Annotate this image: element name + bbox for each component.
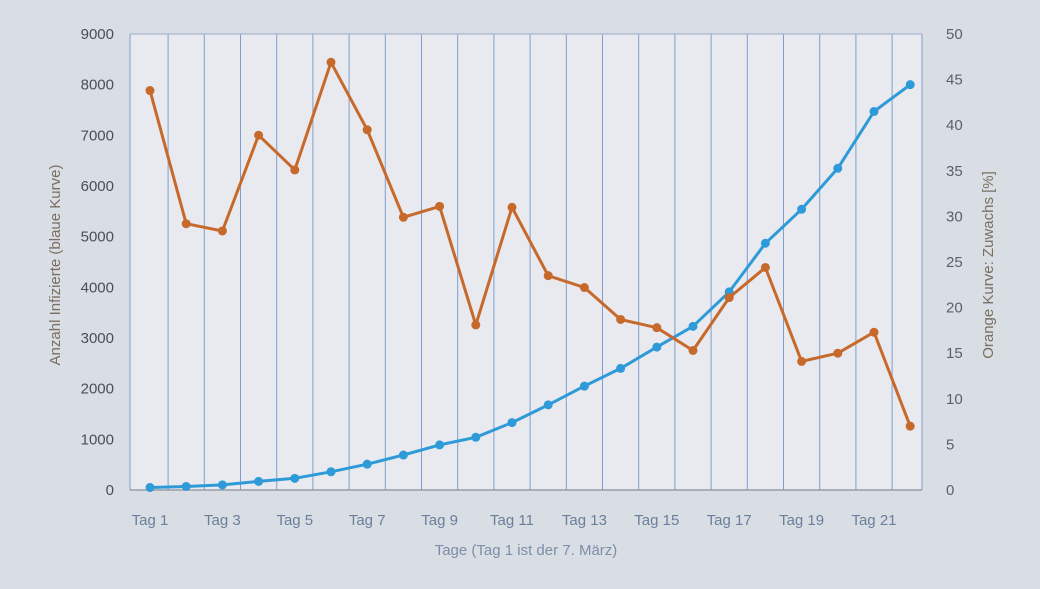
data-point-right [326,57,336,67]
x-tick-label: Tag 1 [132,512,169,529]
y2-tick-label: 15 [946,345,963,362]
y2-axis-title: Orange Kurve: Zuwachs [%] [980,171,997,359]
data-point-left [797,204,807,214]
x-tick-label: Tag 13 [562,512,607,529]
data-point-left [254,476,264,486]
data-point-right [652,323,662,333]
data-point-right [616,314,626,324]
data-point-left [290,473,300,483]
data-point-right [905,421,915,431]
x-tick-label: Tag 3 [204,512,241,529]
y2-tick-label: 50 [946,26,963,43]
data-point-right [507,202,517,212]
y2-axis-ticks: 0 5 10 15 20 25 30 35 40 45 50 [946,26,963,499]
data-point-right [869,327,879,337]
data-point-left [326,467,336,477]
y-tick-label: 2000 [81,381,114,398]
y-tick-label: 9000 [81,26,114,43]
data-point-left [905,80,915,90]
y-tick-label: 4000 [81,279,114,296]
y-tick-label: 5000 [81,229,114,246]
data-point-left [398,450,408,460]
data-point-right [181,219,191,229]
y-tick-label: 0 [106,482,114,499]
y2-tick-label: 20 [946,300,963,317]
x-axis-ticks: Tag 1 Tag 3 Tag 5 Tag 7 Tag 9 Tag 11 Tag 13 Tag… [132,512,897,529]
data-point-right [760,262,770,272]
y2-tick-label: 0 [946,482,954,499]
x-tick-label: Tag 21 [851,512,896,529]
data-point-right [797,356,807,366]
x-tick-label: Tag 5 [276,512,313,529]
data-point-left [217,480,227,490]
series-group [145,57,915,492]
data-point-left [652,342,662,352]
data-point-left [181,481,191,491]
x-tick-label: Tag 11 [490,512,534,529]
data-point-right [290,165,300,175]
y2-tick-label: 5 [946,436,954,453]
data-point-left [435,440,445,450]
x-tick-label: Tag 19 [779,512,824,529]
data-point-left [543,400,553,410]
data-point-left [833,163,843,173]
data-point-left [507,418,517,428]
y2-tick-label: 35 [946,163,963,180]
data-point-right [724,293,734,303]
data-point-right [217,226,227,236]
data-point-left [616,363,626,373]
data-point-left [145,482,155,492]
data-point-left [869,107,879,117]
x-tick-label: Tag 9 [421,512,458,529]
y-tick-label: 8000 [81,77,114,94]
y2-tick-label: 45 [946,72,963,89]
data-point-right [833,348,843,358]
y-axis-title: Anzahl Infizierte (blaue Kurve) [47,165,64,366]
y2-tick-label: 40 [946,117,963,134]
data-point-right [543,271,553,281]
plot-area [130,34,922,490]
y2-tick-label: 30 [946,208,963,225]
data-point-right [471,320,481,330]
y-tick-label: 1000 [81,431,114,448]
y2-tick-label: 10 [946,391,963,408]
data-point-left [760,238,770,248]
data-point-right [435,201,445,211]
data-point-right [362,125,372,135]
x-tick-label: Tag 15 [634,512,679,529]
data-point-left [688,321,698,331]
data-point-right [145,86,155,96]
x-tick-label: Tag 17 [707,512,752,529]
x-axis-title: Tage (Tag 1 ist der 7. März) [435,542,618,559]
data-point-right [688,345,698,355]
y-tick-label: 6000 [81,178,114,195]
data-point-right [254,130,264,140]
series-line-left [149,83,912,489]
data-point-left [579,381,589,391]
data-point-left [362,459,372,469]
data-point-right [579,283,589,293]
y-axis-ticks: 0 1000 2000 3000 4000 5000 6000 7000 8000 9000 [81,26,114,499]
y2-tick-label: 25 [946,254,963,271]
data-point-right [398,212,408,222]
y-tick-label: 7000 [81,127,114,144]
data-point-left [471,432,481,442]
y-tick-label: 3000 [81,330,114,347]
series-line-right [148,60,912,427]
x-tick-label: Tag 7 [349,512,386,529]
